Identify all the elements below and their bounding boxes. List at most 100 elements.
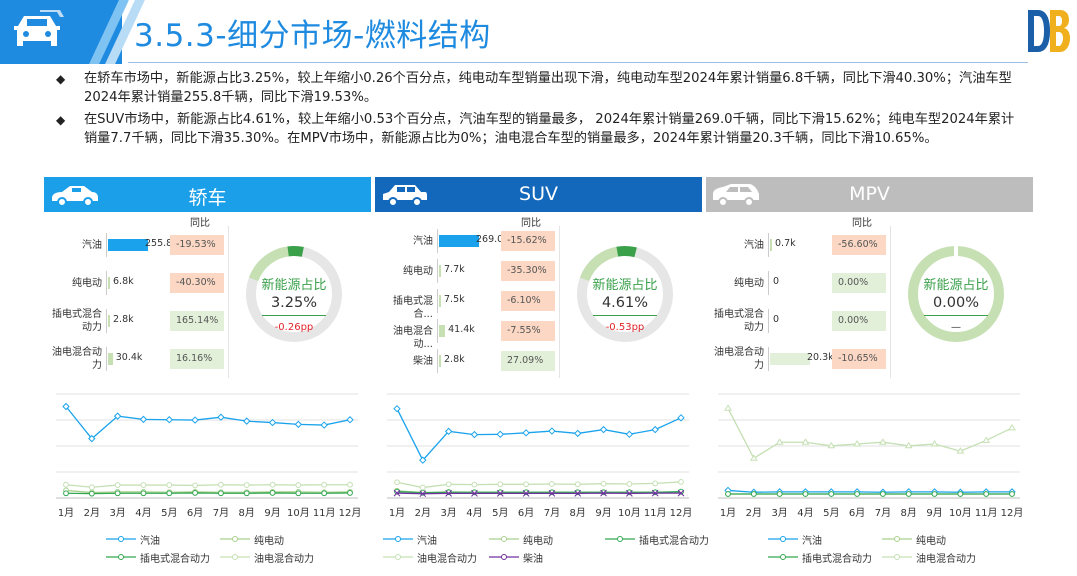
sedan-panel-header: 轿车 xyxy=(44,177,371,212)
bullet-suv-mpv: 在SUV市场中，新能源占比4.61%，较上年缩小0.53个百分点，汽油车型的销量… xyxy=(56,111,1016,148)
sedan-bar-cell: 2.8k xyxy=(106,309,168,333)
sedan-series-line xyxy=(65,489,351,494)
suv-series-point xyxy=(497,481,504,488)
sedan-month-tick: 10月 xyxy=(287,507,310,519)
suv-month-tick: 5月 xyxy=(492,507,508,519)
mpv-yoy-header: 同比 xyxy=(852,218,872,229)
suv-month-tick: 3月 xyxy=(440,507,456,519)
mpv-hev-point xyxy=(879,438,887,445)
sedan-gasoline-point xyxy=(113,412,122,420)
sedan-nev-share-label: 新能源占比 xyxy=(261,278,327,293)
sedan-series-point xyxy=(166,490,173,497)
suv-diesel-point xyxy=(626,490,633,497)
suv-month-tick: 4月 xyxy=(466,507,482,519)
mpv-hev-point xyxy=(904,441,913,449)
mpv-hev-point xyxy=(1008,423,1016,431)
mpv-month-tick: 5月 xyxy=(823,507,839,519)
sedan-gasoline-point xyxy=(88,434,96,443)
mpv-nev-share-label: 新能源占比 xyxy=(923,278,989,293)
mpv-volume-value: 0.7k xyxy=(775,238,796,249)
mpv-series-point xyxy=(957,491,964,497)
suv-month-tick: 8月 xyxy=(570,507,586,519)
suv-bar-cell: 7.5k xyxy=(437,289,499,313)
mpv-monthly-line-chart: 1月 2月 3月 4月 5月 6月 7月 8月 9月 10月 11月 12月 xyxy=(718,393,1023,519)
mpv-series-point xyxy=(802,491,809,497)
suv-nev-share-value: 4.61% xyxy=(601,295,649,311)
sedan-month-tick: 11月 xyxy=(313,507,336,519)
sedan-series-point xyxy=(269,481,276,488)
suv-legend-label: 插电式混合动力 xyxy=(639,536,709,547)
suv-legend-label: 油电混合动力 xyxy=(417,554,477,565)
suv-volume-value: 7.5k xyxy=(444,294,465,305)
suv-gasoline-point xyxy=(651,425,659,434)
sedan-month-tick: 6月 xyxy=(187,507,203,519)
sedan-month-tick: 5月 xyxy=(161,507,177,519)
sedan-series-point xyxy=(192,482,198,489)
suv-diesel-point xyxy=(471,490,478,497)
mpv-hev-point xyxy=(982,436,991,443)
suv-bar-cell: 269.0k xyxy=(437,229,509,253)
sedan-volume-value: 30.4k xyxy=(115,352,143,363)
mpv-hev-point xyxy=(827,441,836,449)
suv-month-tick: 6月 xyxy=(518,507,534,519)
suv-volume-value: 41.4k xyxy=(448,324,475,335)
suv-volume-bar xyxy=(439,235,479,247)
suv-diesel-point xyxy=(600,489,607,497)
sedan-series-point xyxy=(63,490,69,497)
sedan-series-point xyxy=(192,490,198,496)
mpv-panel: MPV 同比 汽油 0.7k -56.60% 纯电动 0 0.00% 插电式混合动力 0 0.00… xyxy=(706,177,1033,576)
mpv-month-tick: 3月 xyxy=(771,507,787,519)
suv-fuel-row: 柴油 2.8k 27.09% xyxy=(375,346,575,376)
sedan-legend-swatch xyxy=(220,536,250,542)
mpv-series-point xyxy=(776,491,783,497)
suv-yoy-header: 同比 xyxy=(521,218,541,229)
suv-volume-bar xyxy=(439,265,441,277)
suv-series-point xyxy=(652,480,659,487)
suv-legend-label: 纯电动 xyxy=(523,536,553,547)
suv-legend-swatch xyxy=(489,536,519,542)
suv-panel-body: 同比 汽油 269.0k -15.62% 纯电动 7.7k -35.30% 插电式混合... 7… xyxy=(375,212,709,576)
mpv-series-point xyxy=(905,491,912,497)
sedan-month-tick: 3月 xyxy=(109,507,125,519)
mpv-month-tick: 11月 xyxy=(975,507,998,519)
mpv-yoy-cell: -10.65% xyxy=(832,349,886,369)
suv-fuel-row: 纯电动 7.7k -35.30% xyxy=(375,256,575,286)
suv-series-point xyxy=(445,481,452,488)
suv-gasoline-point xyxy=(574,429,582,438)
sedan-fuel-label: 纯电动 xyxy=(72,277,102,289)
suv-yoy-cell: -35.30% xyxy=(501,261,555,281)
sedan-nev-share-change: -0.26pp xyxy=(274,322,314,333)
header-divider xyxy=(128,62,1028,63)
suv-diesel-point xyxy=(522,490,530,497)
suv-panel-title: SUV xyxy=(519,183,558,205)
suv-fuel-label: 油电混合动... xyxy=(393,325,433,350)
suv-month-tick: 10月 xyxy=(618,507,641,519)
suv-diesel-point xyxy=(574,490,582,497)
mpv-fuel-row: 汽油 0.7k -56.60% xyxy=(706,226,906,264)
suv-fuel-label: 纯电动 xyxy=(403,265,433,277)
sedan-yoy-cell: 16.16% xyxy=(170,349,224,369)
mpv-nev-share-value: 0.00% xyxy=(932,295,980,311)
summary-bullets: 在轿车市场中，新能源占比3.25%，较上年缩小0.26个百分点，纯电动车型销量出… xyxy=(56,70,1016,152)
sedan-fuel-label: 插电式混合动力 xyxy=(52,309,102,333)
sedan-volume-bar xyxy=(108,277,110,289)
suv-yoy-cell: 27.09% xyxy=(501,351,555,371)
sedan-series-point xyxy=(140,490,147,497)
suv-series-point xyxy=(419,484,426,491)
mpv-nev-share-donut: 新能源占比 0.00% — xyxy=(902,240,1010,348)
suv-gasoline-point xyxy=(444,427,453,436)
bullet-sedan: 在轿车市场中，新能源占比3.25%，较上年缩小0.26个百分点，纯电动车型销量出… xyxy=(56,70,1016,107)
suv-gasoline-point xyxy=(677,414,685,422)
suv-legend-swatch xyxy=(605,536,635,542)
suv-series-point xyxy=(600,489,607,496)
mpv-volume-value: 0 xyxy=(773,276,780,287)
mpv-hev-point xyxy=(956,447,965,454)
suv-gasoline-point xyxy=(419,456,427,464)
suv-diesel-point xyxy=(496,490,504,497)
sedan-series-point xyxy=(243,482,250,488)
mpv-yoy-cell: 0.00% xyxy=(832,311,886,331)
sedan-month-tick: 7月 xyxy=(213,507,229,519)
suv-panel-header: SUV xyxy=(375,177,702,212)
suv-volume-value: 2.8k xyxy=(444,354,465,365)
mpv-legend-swatch xyxy=(882,554,912,560)
